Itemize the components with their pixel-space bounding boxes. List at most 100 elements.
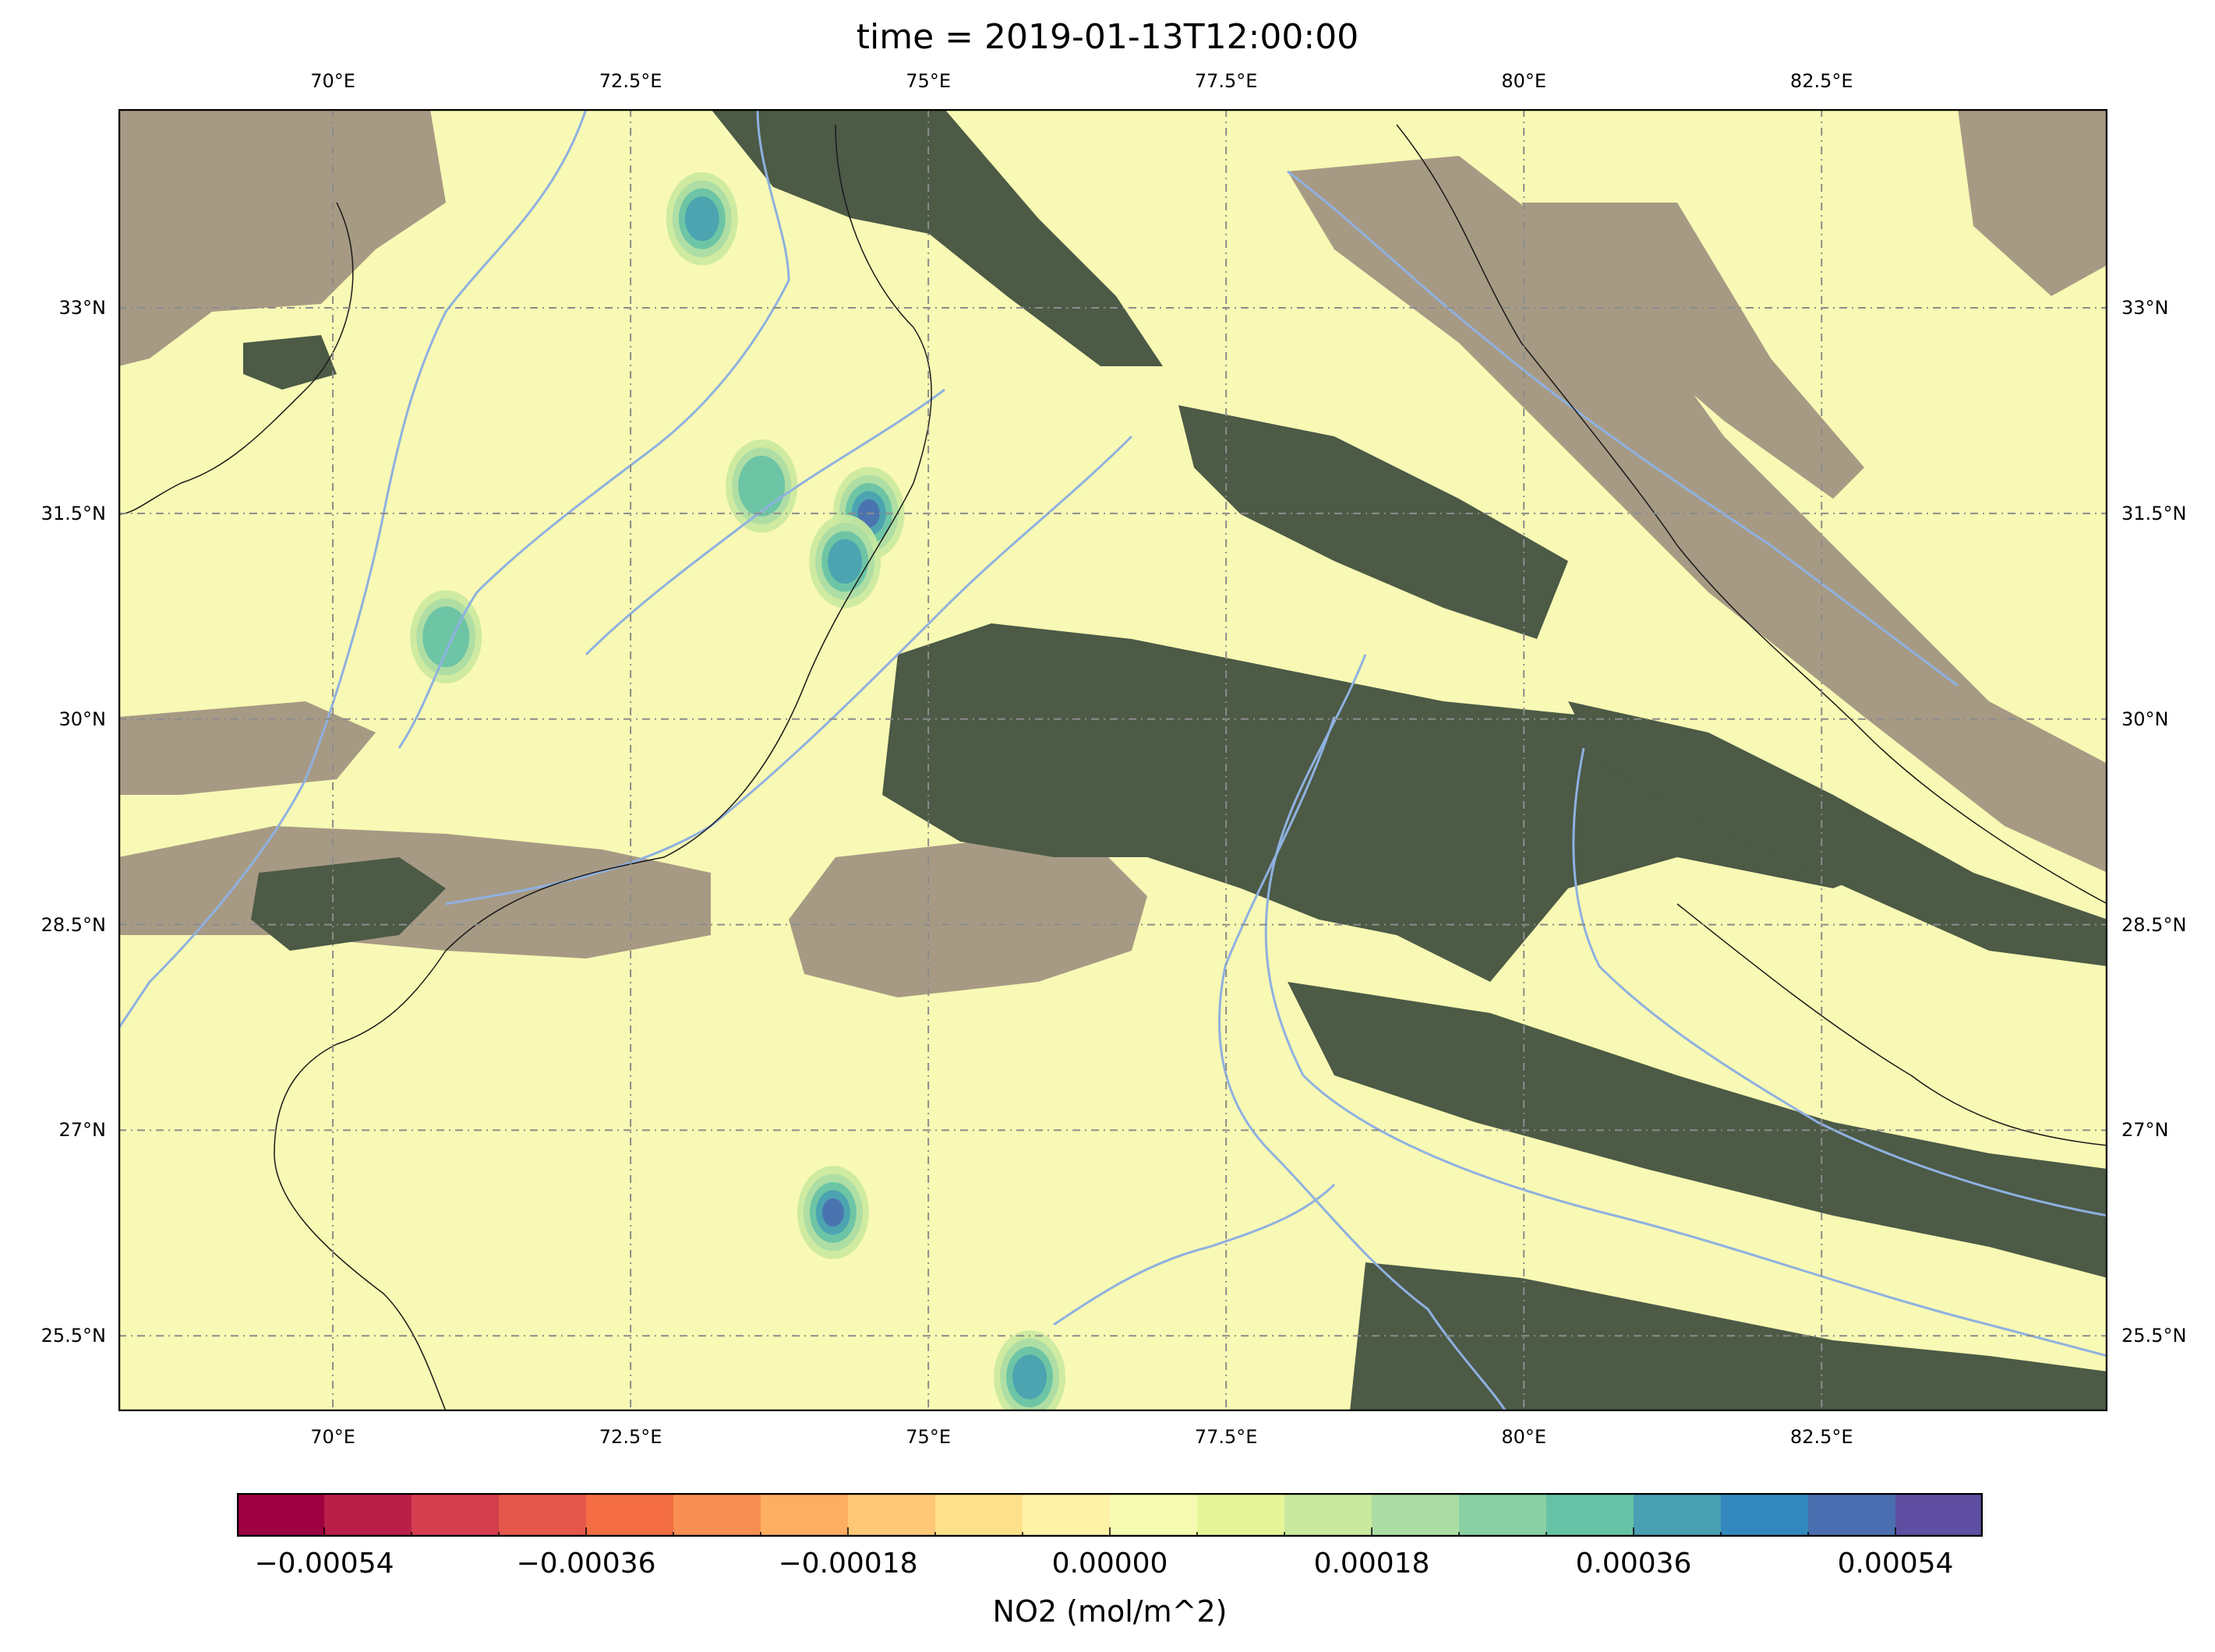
terrain-patch-northeast xyxy=(1958,109,2107,296)
map-gridlines xyxy=(118,109,2107,1411)
lat-tick-left-1: 31.5°N xyxy=(41,502,106,524)
vegetation-southeast xyxy=(1350,1262,2107,1411)
lon-tick-bottom-3: 77.5°E xyxy=(1194,1426,1258,1448)
lon-tick-top-1: 72.5°E xyxy=(599,70,662,92)
lon-tick-top-0: 70°E xyxy=(310,70,355,92)
colorbar-cell-16 xyxy=(1634,1493,1722,1537)
colorbar-tick-label-1: −0.00036 xyxy=(516,1548,656,1580)
colorbar-tick-label-0: −0.00054 xyxy=(254,1548,394,1580)
lon-tick-bottom-2: 75°E xyxy=(906,1426,951,1448)
lat-tick-right-5: 25.5°N xyxy=(2121,1325,2187,1347)
colorbar-tick-label-4: 0.00018 xyxy=(1313,1548,1430,1580)
no2-contour xyxy=(738,455,786,517)
plot-title: time = 2019-01-13T12:00:00 xyxy=(856,17,1359,57)
colorbar-cell-13 xyxy=(1372,1493,1460,1537)
colorbar-tick-label-5: 0.00036 xyxy=(1575,1548,1692,1580)
no2-contour xyxy=(821,1198,844,1227)
colorbar-cell-6 xyxy=(761,1493,849,1537)
colorbar-cell-11 xyxy=(1197,1493,1285,1537)
no2-contour xyxy=(828,538,863,584)
colorbar-cell-10 xyxy=(1110,1493,1198,1537)
colorbar-tick-label-6: 0.00054 xyxy=(1837,1548,1954,1580)
colorbar-cell-2 xyxy=(412,1493,500,1537)
river-chenab xyxy=(585,388,945,656)
colorbar-cell-19 xyxy=(1895,1493,1983,1537)
colorbar-cell-18 xyxy=(1808,1493,1896,1537)
colorbar-cell-9 xyxy=(1023,1493,1111,1537)
no2-hotspots xyxy=(410,171,1066,1411)
lat-tick-left-0: 33°N xyxy=(58,297,107,319)
vegetation-cloudfree-areas xyxy=(243,109,2107,1411)
lat-tick-left-3: 28.5°N xyxy=(41,913,106,936)
lat-tick-left-2: 30°N xyxy=(58,708,107,730)
colorbar-cell-15 xyxy=(1546,1493,1634,1537)
lon-tick-top-4: 80°E xyxy=(1501,70,1547,92)
border-india-china xyxy=(1396,124,2107,905)
terrain-patch-northwest xyxy=(118,109,446,366)
terrain-patches xyxy=(118,109,2107,997)
river-indus xyxy=(118,109,588,1029)
river-ganges xyxy=(1264,654,2107,1357)
rivers xyxy=(118,109,2107,1411)
no2-contour xyxy=(422,606,470,668)
vegetation-indus-strip xyxy=(251,857,446,951)
terrain-patch-southwest xyxy=(118,701,376,795)
map-panel xyxy=(118,109,2107,1411)
vegetation-uttarakhand xyxy=(1568,701,2107,966)
colorbar-cells xyxy=(237,1493,1983,1537)
colorbar xyxy=(237,1493,1983,1537)
lat-tick-right-2: 30°N xyxy=(2121,708,2169,730)
no2-contour xyxy=(684,196,719,242)
lon-tick-bottom-4: 80°E xyxy=(1501,1426,1547,1448)
lat-tick-right-3: 28.5°N xyxy=(2121,913,2187,936)
no2-hotspot-4 xyxy=(410,590,482,683)
colorbar-outline xyxy=(237,1493,1983,1537)
no2-contour xyxy=(1012,1354,1047,1400)
river-yamuna xyxy=(1218,716,1507,1411)
colorbar-tick-label-3: 0.00000 xyxy=(1051,1548,1168,1580)
no2-hotspot-2 xyxy=(809,514,881,609)
colorbar-title: NO2 (mol/m^2) xyxy=(992,1594,1228,1629)
lat-tick-left-4: 27°N xyxy=(58,1119,107,1142)
colorbar-tick-label-2: −0.00018 xyxy=(778,1548,918,1580)
lon-tick-bottom-5: 82.5°E xyxy=(1789,1426,1853,1448)
colorbar-cell-1 xyxy=(324,1493,412,1537)
colorbar-cell-7 xyxy=(848,1493,936,1537)
river-jhelum xyxy=(397,109,790,749)
river-ghaghara xyxy=(1572,747,2107,1217)
river-chambal xyxy=(1053,1183,1336,1326)
colorbar-cell-0 xyxy=(237,1493,325,1537)
no2-hotspot-3 xyxy=(726,439,798,533)
lat-tick-left-5: 25.5°N xyxy=(41,1325,106,1347)
lon-tick-top-2: 75°E xyxy=(906,70,951,92)
no2-hotspot-6 xyxy=(994,1330,1066,1411)
colorbar-cell-3 xyxy=(499,1493,587,1537)
vegetation-gangetic-plain xyxy=(882,623,1911,982)
vegetation-north-patch xyxy=(243,335,337,390)
map-border xyxy=(118,109,2107,1411)
colorbar-cell-5 xyxy=(673,1493,761,1537)
lat-tick-right-4: 27°N xyxy=(2121,1119,2169,1142)
border-nepal xyxy=(1676,903,2107,1146)
river-tibet-upper xyxy=(1287,170,1959,687)
lat-tick-right-1: 31.5°N xyxy=(2121,502,2187,524)
terrain-patch-himalaya-belt xyxy=(1288,156,2107,873)
colorbar-cell-8 xyxy=(935,1493,1023,1537)
lon-tick-top-3: 77.5°E xyxy=(1194,70,1258,92)
colorbar-cell-4 xyxy=(586,1493,674,1537)
border-afghanistan xyxy=(118,202,354,515)
colorbar-cell-14 xyxy=(1459,1493,1547,1537)
no2-hotspot-0 xyxy=(666,171,738,266)
colorbar-cell-17 xyxy=(1721,1493,1809,1537)
lon-tick-bottom-1: 72.5°E xyxy=(599,1426,662,1448)
lon-tick-top-5: 82.5°E xyxy=(1789,70,1853,92)
terrain-patch-thar xyxy=(789,842,1147,997)
no2-hotspot-5 xyxy=(797,1166,869,1259)
colorbar-cell-12 xyxy=(1284,1493,1372,1537)
terrain-patch-tibet-north xyxy=(1521,203,1864,499)
vegetation-himachal xyxy=(1178,405,1568,639)
country-borders xyxy=(118,124,2107,1411)
lon-tick-bottom-0: 70°E xyxy=(310,1426,355,1448)
vegetation-kashmir-range xyxy=(711,109,1163,366)
border-pakistan-india xyxy=(274,124,932,1411)
